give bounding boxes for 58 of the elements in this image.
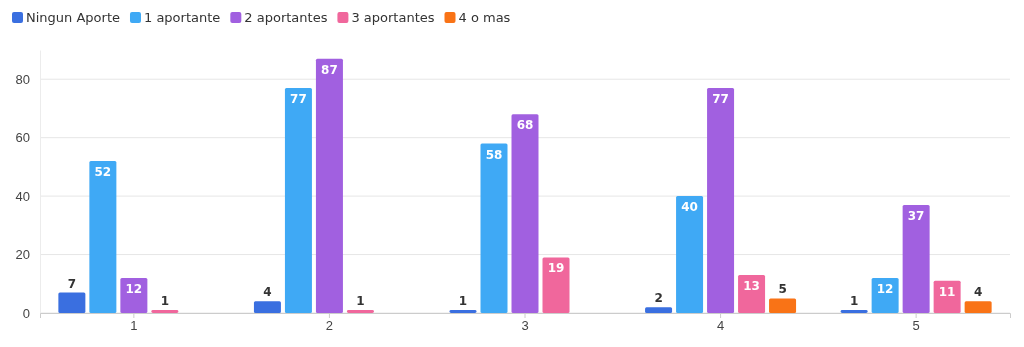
y-tick-label: 40 bbox=[15, 188, 30, 204]
data-label: 52 bbox=[94, 165, 112, 180]
bar bbox=[284, 87, 312, 313]
data-label: 11 bbox=[938, 284, 956, 299]
bar bbox=[645, 307, 673, 313]
legend-label: 2 aportantes bbox=[244, 10, 328, 25]
bar bbox=[871, 277, 899, 313]
bar bbox=[89, 161, 117, 313]
bar bbox=[964, 301, 992, 313]
bar bbox=[676, 196, 704, 313]
x-tick-label: 4 bbox=[716, 318, 725, 334]
y-tick-label: 60 bbox=[15, 130, 30, 146]
bar bbox=[840, 310, 868, 313]
data-label: 77 bbox=[712, 91, 729, 106]
bar bbox=[707, 87, 735, 313]
data-label: 12 bbox=[125, 281, 143, 296]
bar bbox=[511, 114, 539, 313]
legend-label: 1 aportante bbox=[143, 10, 221, 25]
x-tick-label: 2 bbox=[325, 318, 334, 334]
bar bbox=[253, 301, 281, 313]
x-tick-label: 1 bbox=[130, 318, 138, 334]
data-label: 4 bbox=[263, 285, 272, 300]
y-tick-label: 20 bbox=[15, 247, 30, 263]
x-tick-label: 5 bbox=[912, 318, 920, 334]
data-label: 37 bbox=[907, 208, 925, 223]
bar bbox=[902, 204, 930, 313]
data-label: 1 bbox=[160, 294, 170, 309]
bar bbox=[346, 310, 374, 313]
data-label: 87 bbox=[321, 62, 338, 77]
data-label: 19 bbox=[547, 261, 565, 276]
y-tick-label: 0 bbox=[22, 305, 30, 321]
legend-label: 3 aportantes bbox=[351, 10, 435, 25]
bar bbox=[58, 292, 86, 313]
legend-label: 4 o mas bbox=[458, 10, 511, 25]
bar bbox=[769, 298, 797, 313]
bar bbox=[738, 275, 766, 313]
legend-label: Ningun Aporte bbox=[26, 10, 120, 25]
bar bbox=[151, 310, 179, 313]
x-tick-label: 3 bbox=[521, 318, 529, 334]
data-label: 4 bbox=[973, 285, 983, 300]
y-tick-label: 80 bbox=[15, 71, 30, 87]
bar bbox=[542, 257, 570, 313]
data-label: 40 bbox=[681, 200, 698, 215]
data-label: 1 bbox=[356, 294, 365, 309]
bar bbox=[449, 310, 477, 313]
bar bbox=[480, 143, 508, 313]
data-label: 7 bbox=[67, 276, 77, 291]
data-label: 1 bbox=[849, 294, 859, 309]
data-label: 2 bbox=[654, 291, 663, 306]
data-label: 12 bbox=[876, 281, 894, 296]
data-label: 77 bbox=[290, 91, 307, 106]
data-label: 68 bbox=[516, 118, 534, 133]
data-label: 1 bbox=[458, 294, 468, 309]
data-label: 58 bbox=[485, 147, 503, 162]
data-label: 5 bbox=[778, 282, 787, 297]
bar bbox=[933, 280, 961, 313]
bar bbox=[315, 58, 343, 313]
data-label: 13 bbox=[743, 279, 760, 294]
